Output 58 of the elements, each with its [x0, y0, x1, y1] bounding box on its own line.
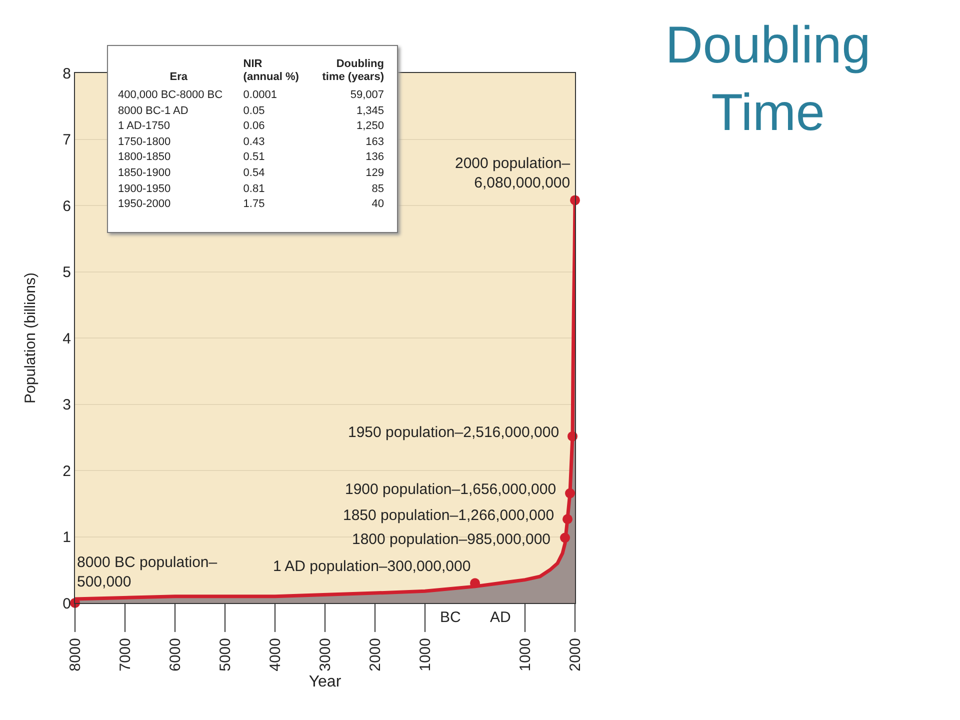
text: Doubling Time [665, 16, 871, 142]
text: BC [440, 609, 462, 626]
y-tick-label: 5 [62, 264, 71, 281]
annotation: 1900 population–1,656,000,000 [345, 481, 556, 498]
annotation: 8000 BC-1 AD [117, 104, 190, 119]
annotation: 1800-1850 [117, 150, 172, 166]
x-tick-label: 8000 [66, 638, 84, 672]
text: AD [490, 609, 512, 626]
annotation: 1950-2000 [117, 197, 172, 212]
x-tick-label: 5000 [216, 638, 234, 672]
y-axis-title: Population (billions) [22, 272, 39, 404]
annotation: 0.05 [242, 104, 266, 119]
annotation: Doubling time (years) [321, 58, 385, 85]
annotation: 1,250 [355, 119, 385, 134]
annotation: 1850 population–1,266,000,000 [343, 507, 554, 524]
annotation: 0.54 [242, 166, 266, 181]
y-tick-label: 3 [62, 396, 71, 414]
annotation: 1850-1900 [117, 166, 172, 181]
annotation: 85 [370, 182, 385, 197]
annotation: 40 [370, 197, 385, 212]
annotation: 0.06 [242, 119, 266, 134]
annotation: Era [168, 70, 189, 85]
x-tick-label: 7000 [116, 638, 134, 672]
annotation: 0.0001 [242, 88, 278, 103]
y-tick-label: 7 [62, 132, 71, 148]
annotation: 163 [364, 134, 385, 150]
x-tick-label: 3000 [316, 638, 334, 672]
x-tick-label: 4000 [266, 638, 284, 672]
annotation: 1 AD population–300,000,000 [273, 558, 471, 575]
annotation: 8000 BC population– 500,000 [77, 554, 218, 590]
annotation: 0.51 [242, 150, 266, 166]
y-tick-label: 4 [62, 330, 71, 348]
annotation: 136 [364, 150, 385, 166]
x-tick-label: 1000 [516, 638, 534, 672]
annotation: 1950 population–2,516,000,000 [348, 424, 560, 441]
y-tick-label: 8 [62, 65, 71, 82]
y-tick-label: 2 [62, 462, 71, 480]
x-tick-label: 2000 [566, 638, 584, 672]
y-tick-label: 0 [62, 595, 71, 612]
x-tick-label: 6000 [166, 638, 184, 672]
x-tick-label: 1000 [416, 638, 434, 672]
annotation: 1800 population–985,000,000 [352, 531, 551, 548]
x-tick-label: 2000 [366, 638, 384, 672]
annotation: 0.81 [242, 182, 266, 197]
annotation: NIR (annual %) [242, 58, 300, 85]
annotation: 1 AD-1750 [117, 119, 171, 134]
x-axis-title: Year [308, 673, 342, 690]
annotation: 0.43 [242, 134, 266, 150]
annotation: 1,345 [355, 104, 385, 119]
y-tick-label: 6 [62, 198, 71, 215]
annotation: 400,000 BC-8000 BC [117, 88, 224, 103]
annotation: 1900-1950 [117, 182, 172, 197]
annotation: 2000 population– 6,080,000,000 [455, 155, 571, 192]
y-tick-label: 1 [62, 529, 71, 546]
annotation: 129 [364, 166, 385, 181]
annotation: 59,007 [349, 88, 385, 103]
annotation: 1.75 [242, 197, 266, 212]
annotation: 1750-1800 [117, 134, 172, 150]
